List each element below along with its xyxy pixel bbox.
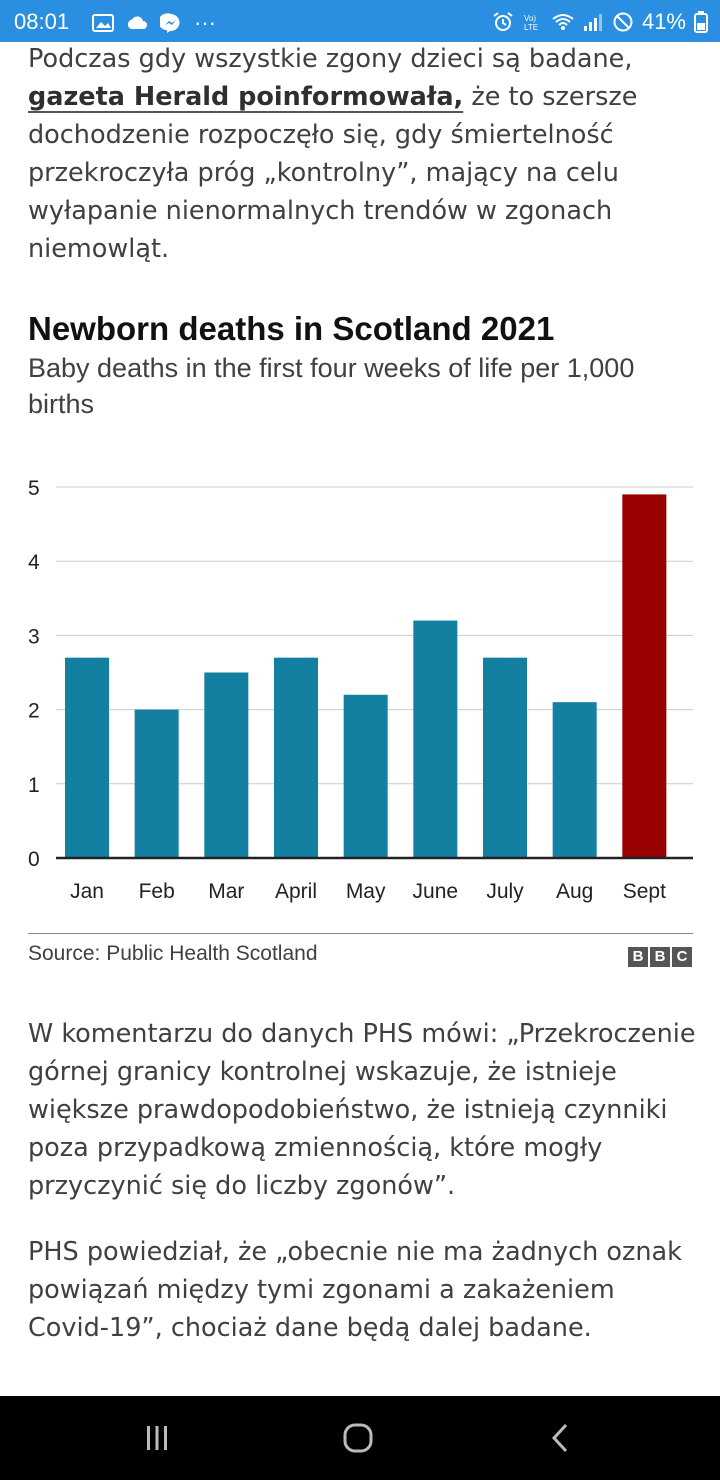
- logo-letter: C: [672, 947, 692, 967]
- x-tick-label: Jan: [70, 880, 104, 903]
- chart-title: Newborn deaths in Scotland 2021: [28, 310, 555, 347]
- cloud-icon: [127, 16, 147, 29]
- bar-feb: [134, 709, 179, 858]
- back-icon[interactable]: [540, 1418, 580, 1458]
- y-tick-label: 1: [28, 774, 40, 797]
- recent-apps-icon[interactable]: [137, 1418, 177, 1458]
- article-paragraph: Podczas gdy wszystkie zgony dzieci są ba…: [28, 40, 698, 268]
- x-tick-label: June: [413, 880, 459, 903]
- alarm-icon: [493, 12, 513, 31]
- battery-icon: [694, 11, 708, 33]
- do-not-disturb-icon: [613, 12, 633, 32]
- bar-sept: [622, 494, 667, 858]
- bar-mar: [204, 672, 249, 858]
- x-tick-label: Feb: [139, 880, 175, 903]
- x-tick-label: Sept: [623, 880, 666, 903]
- wifi-icon: [552, 14, 574, 30]
- x-tick-label: Aug: [556, 880, 593, 903]
- paragraph-text: że to szersze dochodzenie rozpoczęło się…: [28, 82, 638, 264]
- battery-percent: 41%: [641, 9, 686, 34]
- home-icon[interactable]: [338, 1418, 378, 1458]
- y-tick-label: 0: [28, 848, 40, 871]
- bar-may: [343, 694, 388, 858]
- x-tick-label: May: [346, 880, 386, 903]
- x-tick-label: July: [486, 880, 524, 903]
- bar-chart: 0 1 2 3 4 5 Jan Feb Mar April May June July Aug Sept: [28, 477, 693, 903]
- gallery-icon: [92, 14, 114, 32]
- logo-letter: B: [650, 947, 670, 967]
- bbc-logo: B B C: [628, 947, 692, 967]
- svg-text:LTE: LTE: [524, 23, 538, 32]
- logo-letter: B: [628, 947, 648, 967]
- bar-aug: [552, 702, 597, 858]
- volte-icon: Vo)LTE: [524, 14, 538, 32]
- more-notifications: ···: [194, 10, 216, 35]
- status-time: 08:01: [14, 9, 70, 34]
- status-bar: 08:01 ··· Vo) LTE 41%: [0, 0, 720, 42]
- article-paragraph: PHS powiedział, że „obecnie nie ma żadny…: [28, 1237, 682, 1343]
- x-tick-label: April: [275, 880, 317, 903]
- bar-jan: [65, 657, 109, 858]
- notification-icons: ···: [92, 10, 216, 36]
- navigation-bar: [0, 1396, 720, 1480]
- bar-july: [483, 657, 527, 858]
- signal-icon: [583, 14, 602, 31]
- messenger-icon: [160, 13, 180, 33]
- chart-source: Source: Public Health Scotland: [28, 942, 318, 965]
- bar-april: [274, 657, 318, 858]
- article-paragraph: W komentarzu do danych PHS mówi: „Przekr…: [28, 1019, 696, 1201]
- y-tick-label: 5: [28, 477, 40, 500]
- source-divider: [28, 933, 693, 934]
- system-icons: Vo) LTE 41%: [492, 9, 708, 35]
- bar-june: [413, 620, 458, 858]
- y-tick-label: 2: [28, 700, 40, 723]
- y-tick-label: 3: [28, 625, 40, 648]
- herald-link[interactable]: gazeta Herald poinformowała,: [28, 82, 464, 112]
- x-tick-label: Mar: [208, 880, 244, 903]
- y-tick-label: 4: [28, 551, 40, 574]
- chart-subtitle: Baby deaths in the first four weeks of l…: [28, 353, 635, 419]
- paragraph-text: Podczas gdy wszystkie zgony dzieci są ba…: [28, 44, 633, 74]
- svg-text:Vo): Vo): [524, 14, 536, 23]
